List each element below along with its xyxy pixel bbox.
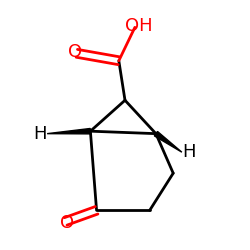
Text: H: H bbox=[182, 143, 196, 161]
Text: OH: OH bbox=[125, 17, 152, 35]
Text: H: H bbox=[33, 125, 46, 143]
Polygon shape bbox=[47, 128, 90, 134]
Polygon shape bbox=[154, 132, 182, 152]
Text: O: O bbox=[68, 43, 82, 61]
Text: O: O bbox=[60, 214, 74, 232]
